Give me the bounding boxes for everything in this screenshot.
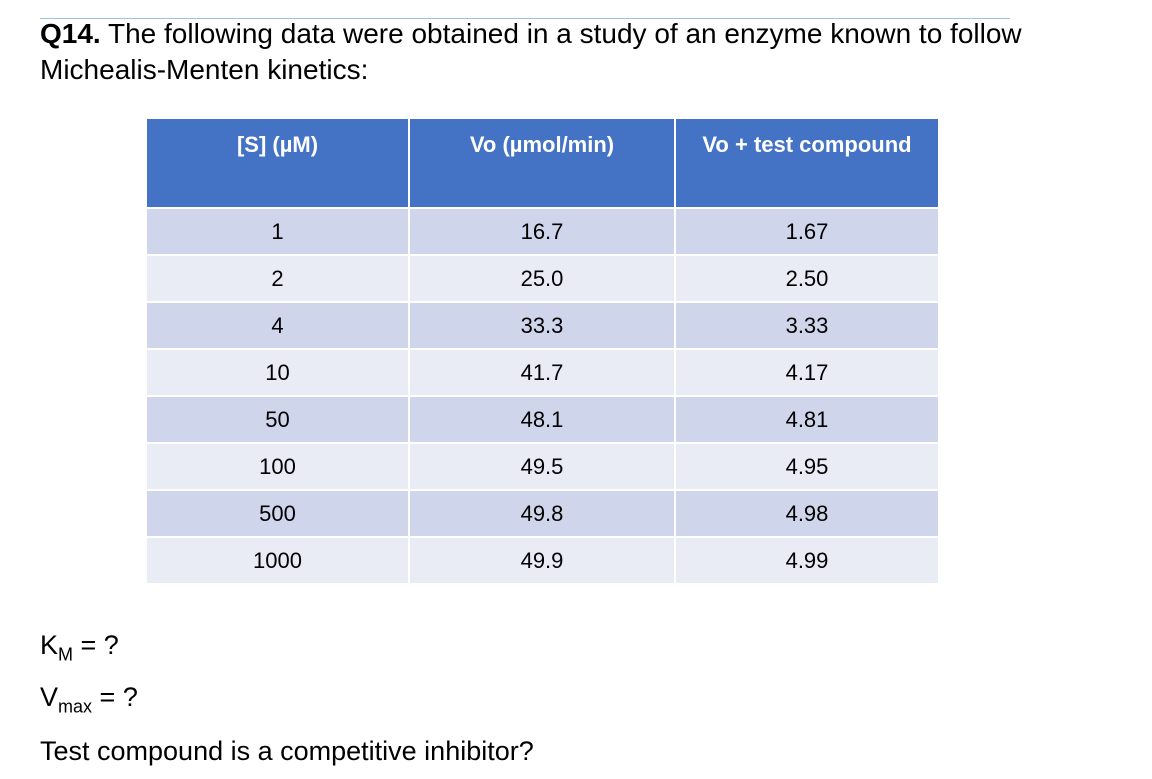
table-cell: 49.8 <box>408 489 676 538</box>
table-cell: 49.5 <box>408 442 676 491</box>
table-cell: 4.81 <box>674 395 940 444</box>
table-cell: 10 <box>145 348 410 397</box>
table-cell: 500 <box>145 489 410 538</box>
table-row: 50 48.1 4.81 <box>145 395 940 444</box>
table-cell: 49.9 <box>408 536 676 585</box>
rule <box>40 18 1010 19</box>
data-table: [S] (µM) Vo (µmol/min) Vo + test compound 1… <box>145 117 940 585</box>
table-cell: 1 <box>145 207 410 256</box>
table-cell: 4 <box>145 301 410 350</box>
table-row: 1000 49.9 4.99 <box>145 536 940 585</box>
table-body: 1 16.7 1.67 2 25.0 2.50 4 33.3 3.33 10 41.7 4.17 50 4… <box>145 207 940 585</box>
question: Q14. The following data were obtained in… <box>40 16 1040 88</box>
table-cell: 50 <box>145 395 410 444</box>
table-cell: 33.3 <box>408 301 676 350</box>
header-cell: Vo + test compound <box>674 117 940 209</box>
table-cell: 16.7 <box>408 207 676 256</box>
table-cell: 41.7 <box>408 348 676 397</box>
km-subscript: M <box>58 644 74 665</box>
table-cell: 1000 <box>145 536 410 585</box>
table-cell: 100 <box>145 442 410 491</box>
table-cell: 3.33 <box>674 301 940 350</box>
table-cell: 4.95 <box>674 442 940 491</box>
inhibitor-question: Test compound is a competitive inhibitor… <box>40 736 534 766</box>
table-row: 10 41.7 4.17 <box>145 348 940 397</box>
vmax-subscript: max <box>58 696 93 717</box>
km-text: = ? <box>80 630 119 660</box>
km-line: KM = ? <box>40 630 119 665</box>
vmax-line: Vmax = ? <box>40 682 138 717</box>
table-cell: 2.50 <box>674 254 940 303</box>
header-cell: [S] (µM) <box>145 117 410 209</box>
header-row: [S] (µM) Vo (µmol/min) Vo + test compound <box>145 117 940 209</box>
table-row: 100 49.5 4.95 <box>145 442 940 491</box>
table-cell: 2 <box>145 254 410 303</box>
question-text: The following data were obtained in a st… <box>40 18 1022 85</box>
table-row: 1 16.7 1.67 <box>145 207 940 256</box>
table-cell: 4.98 <box>674 489 940 538</box>
km-symbol: K <box>40 630 59 660</box>
table-cell: 25.0 <box>408 254 676 303</box>
table-row: 2 25.0 2.50 <box>145 254 940 303</box>
table-row: 4 33.3 3.33 <box>145 301 940 350</box>
table-cell: 4.17 <box>674 348 940 397</box>
question-number: Q14. <box>40 18 101 49</box>
table-row: 500 49.8 4.98 <box>145 489 940 538</box>
vmax-text: = ? <box>99 682 138 712</box>
vmax-symbol: V <box>40 682 59 712</box>
table-cell: 1.67 <box>674 207 940 256</box>
table-cell: 4.99 <box>674 536 940 585</box>
header-cell: Vo (µmol/min) <box>408 117 676 209</box>
table-cell: 48.1 <box>408 395 676 444</box>
